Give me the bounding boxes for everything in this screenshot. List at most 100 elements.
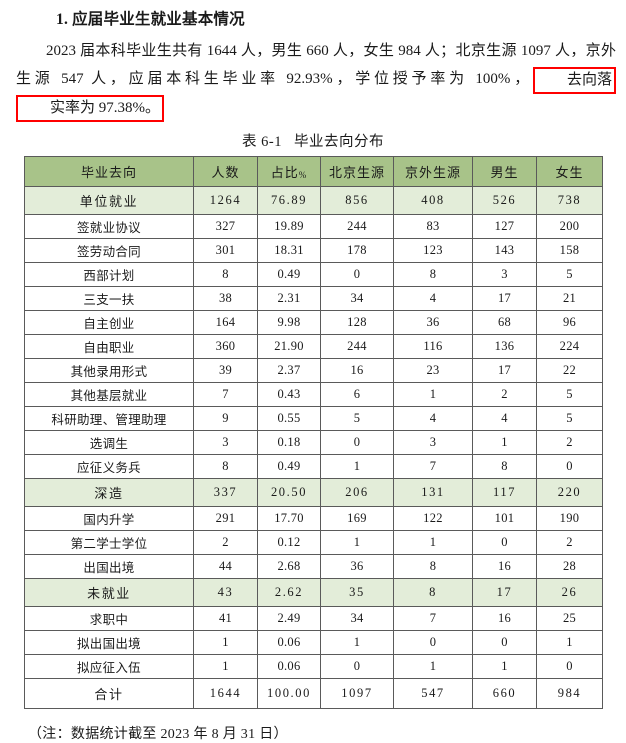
table-row: 合计 1644 100.00 1097 547 660 984 bbox=[24, 678, 603, 710]
cell-value: 7 bbox=[393, 606, 473, 632]
cell-destination: 单位就业 bbox=[24, 186, 194, 216]
cell-value: 2 bbox=[472, 382, 537, 408]
table-row: 西部计划 8 0.49 0 8 3 5 bbox=[24, 262, 603, 288]
cell-destination: 签劳动合同 bbox=[24, 238, 194, 264]
cell-value: 100.00 bbox=[257, 678, 321, 710]
cell-value: 984 bbox=[536, 678, 603, 710]
cell-value: 19.89 bbox=[257, 214, 321, 240]
cell-destination: 出国出境 bbox=[24, 554, 194, 580]
cell-destination: 拟应征入伍 bbox=[24, 654, 194, 680]
cell-value: 5 bbox=[536, 382, 603, 408]
cell-value: 26 bbox=[536, 578, 603, 608]
cell-value: 8 bbox=[393, 262, 473, 288]
cell-value: 1 bbox=[472, 654, 537, 680]
table-row: 出国出境 44 2.68 36 8 16 28 bbox=[24, 554, 603, 580]
table-caption: 表 6-1 毕业去向分布 bbox=[0, 121, 626, 156]
cell-value: 76.89 bbox=[257, 186, 321, 216]
cell-value: 1 bbox=[536, 630, 603, 656]
cell-destination: 求职中 bbox=[24, 606, 194, 632]
cell-value: 5 bbox=[320, 406, 394, 432]
cell-value: 3 bbox=[193, 430, 258, 456]
cell-value: 9 bbox=[193, 406, 258, 432]
cell-value: 2.49 bbox=[257, 606, 321, 632]
cell-value: 23 bbox=[393, 358, 473, 384]
cell-value: 0.18 bbox=[257, 430, 321, 456]
cell-value: 0.49 bbox=[257, 262, 321, 288]
cell-value: 1 bbox=[193, 654, 258, 680]
cell-value: 34 bbox=[320, 286, 394, 312]
cell-value: 22 bbox=[536, 358, 603, 384]
cell-value: 1 bbox=[393, 654, 473, 680]
cell-value: 17 bbox=[472, 578, 537, 608]
cell-value: 8 bbox=[193, 262, 258, 288]
cell-value: 18.31 bbox=[257, 238, 321, 264]
cell-value: 1 bbox=[193, 630, 258, 656]
cell-value: 169 bbox=[320, 506, 394, 532]
cell-value: 1 bbox=[393, 530, 473, 556]
col-header-female: 女生 bbox=[536, 156, 603, 188]
cell-value: 327 bbox=[193, 214, 258, 240]
table-row: 国内升学 291 17.70 169 122 101 190 bbox=[24, 506, 603, 532]
cell-destination: 合计 bbox=[24, 678, 194, 710]
cell-value: 25 bbox=[536, 606, 603, 632]
table-row: 签就业协议 327 19.89 244 83 127 200 bbox=[24, 214, 603, 240]
cell-value: 0 bbox=[320, 654, 394, 680]
table-container: 毕业去向 人数 占比% 北京生源 京外生源 男生 女生 单位就业 1264 76.8… bbox=[0, 156, 626, 710]
cell-value: 4 bbox=[393, 286, 473, 312]
cell-destination: 国内升学 bbox=[24, 506, 194, 532]
cell-value: 20.50 bbox=[257, 478, 321, 508]
cell-value: 291 bbox=[193, 506, 258, 532]
cell-value: 0 bbox=[536, 454, 603, 480]
cell-value: 9.98 bbox=[257, 310, 321, 336]
cell-value: 36 bbox=[393, 310, 473, 336]
table-caption-name: 毕业去向分布 bbox=[293, 134, 384, 151]
cell-destination: 自由职业 bbox=[24, 334, 194, 360]
table-footnote: （注：数据统计截至 2023 年 8 月 31 日） bbox=[28, 727, 288, 743]
col-header-count: 人数 bbox=[193, 156, 258, 188]
cell-value: 4 bbox=[472, 406, 537, 432]
cell-value: 0.43 bbox=[257, 382, 321, 408]
table-row: 应征义务兵 8 0.49 1 7 8 0 bbox=[24, 454, 603, 480]
table-row: 选调生 3 0.18 0 3 1 2 bbox=[24, 430, 603, 456]
cell-destination: 第二学士学位 bbox=[24, 530, 194, 556]
highlight-box-1: 去向落 bbox=[532, 67, 616, 95]
cell-value: 38 bbox=[193, 286, 258, 312]
cell-value: 2 bbox=[536, 430, 603, 456]
cell-value: 547 bbox=[393, 678, 473, 710]
cell-value: 158 bbox=[536, 238, 603, 264]
table-row: 三支一扶 38 2.31 34 4 17 21 bbox=[24, 286, 603, 312]
cell-value: 408 bbox=[393, 186, 473, 216]
cell-value: 131 bbox=[393, 478, 473, 508]
highlight-box-2: 实率为 97.38%。 bbox=[16, 95, 164, 123]
cell-value: 17 bbox=[472, 286, 537, 312]
cell-value: 43 bbox=[193, 578, 258, 608]
percent-symbol: % bbox=[298, 170, 308, 181]
cell-value: 1264 bbox=[193, 186, 258, 216]
cell-value: 2.68 bbox=[257, 554, 321, 580]
col-header-percent: 占比% bbox=[257, 156, 321, 188]
cell-destination: 其他基层就业 bbox=[24, 382, 194, 408]
cell-value: 5 bbox=[536, 406, 603, 432]
cell-value: 1644 bbox=[193, 678, 258, 710]
cell-value: 0.06 bbox=[257, 654, 321, 680]
cell-value: 337 bbox=[193, 478, 258, 508]
cell-destination: 其他录用形式 bbox=[24, 358, 194, 384]
cell-destination: 未就业 bbox=[24, 578, 194, 608]
cell-value: 36 bbox=[320, 554, 394, 580]
table-body: 单位就业 1264 76.89 856 408 526 738 签就业协议 327 19.89 24… bbox=[24, 186, 603, 710]
table-row: 其他录用形式 39 2.37 16 23 17 22 bbox=[24, 358, 603, 384]
table-row: 深造 337 20.50 206 131 117 220 bbox=[24, 478, 603, 508]
cell-value: 6 bbox=[320, 382, 394, 408]
table-row: 第二学士学位 2 0.12 1 1 0 2 bbox=[24, 530, 603, 556]
cell-value: 1097 bbox=[320, 678, 394, 710]
col-header-male: 男生 bbox=[472, 156, 537, 188]
cell-value: 738 bbox=[536, 186, 603, 216]
cell-value: 0 bbox=[472, 530, 537, 556]
cell-value: 2 bbox=[193, 530, 258, 556]
cell-value: 16 bbox=[472, 554, 537, 580]
cell-value: 178 bbox=[320, 238, 394, 264]
cell-destination: 自主创业 bbox=[24, 310, 194, 336]
cell-value: 164 bbox=[193, 310, 258, 336]
table-row: 科研助理、管理助理 9 0.55 5 4 4 5 bbox=[24, 406, 603, 432]
cell-value: 0.06 bbox=[257, 630, 321, 656]
